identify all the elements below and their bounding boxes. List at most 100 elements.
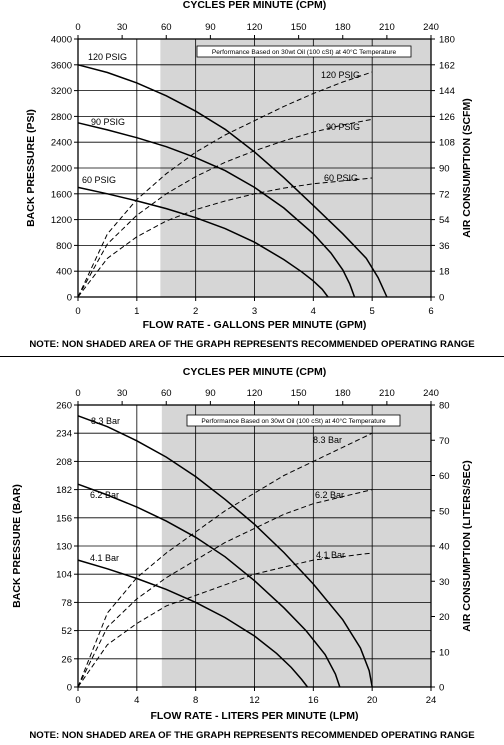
x-tick-label: 4 — [134, 695, 139, 706]
y-tick-label: 78 — [61, 598, 72, 609]
top-axis-title: CYCLES PER MINUTE (CPM) — [183, 0, 327, 11]
y2-tick-label: 60 — [439, 471, 450, 482]
y2-tick-label: 90 — [439, 164, 450, 175]
air-series-label: 120 PSIG — [321, 70, 360, 80]
air-series-label: 6.2 Bar — [315, 490, 344, 500]
top-tick-label: 30 — [117, 22, 128, 33]
pressure-series-label: 90 PSIG — [91, 117, 125, 127]
top-tick-label: 90 — [205, 22, 216, 33]
y2-tick-label: 144 — [439, 86, 455, 97]
annotation-box — [186, 414, 401, 427]
y2-axis-title: AIR CONSUMPTION (LITERS/SEC) — [461, 460, 473, 632]
x-tick-label: 1 — [134, 306, 139, 317]
y2-tick-label: 72 — [439, 189, 450, 200]
pressure-series-label: 6.2 Bar — [90, 490, 119, 500]
annotation-text: Performance Based on 30wt Oil (100 cSt) … — [212, 48, 397, 56]
top-tick-label: 120 — [247, 388, 263, 399]
x-tick-label: 20 — [367, 695, 378, 706]
y-tick-label: 1600 — [51, 189, 72, 200]
top-tick-label: 210 — [379, 22, 395, 33]
top-tick-label: 60 — [161, 22, 172, 33]
annotation-text: Performance Based on 30wt Oil (100 cSt) … — [201, 417, 386, 425]
plot-frame — [77, 38, 432, 298]
y2-tick-label: 20 — [439, 612, 450, 623]
operating-range-note: NOTE: NON SHADED AREA OF THE GRAPH REPRE… — [29, 339, 475, 350]
pressure-series-label: 60 PSIG — [82, 175, 116, 185]
x-tick-label: 0 — [75, 306, 80, 317]
top-tick-label: 210 — [379, 388, 395, 399]
y2-tick-label: 108 — [439, 138, 455, 149]
y2-tick-label: 18 — [439, 267, 450, 278]
y-tick-label: 2400 — [51, 138, 72, 149]
plot-frame — [77, 404, 432, 688]
y-tick-label: 156 — [56, 513, 72, 524]
top-tick-label: 120 — [247, 22, 263, 33]
pressure-series-label: 8.3 Bar — [91, 416, 120, 426]
x-tick-label: 0 — [75, 695, 80, 706]
air-series-label: 60 PSIG — [324, 173, 358, 183]
back-pressure-curve — [77, 559, 309, 688]
air-consumption-curve — [77, 177, 373, 298]
back-pressure-curve — [77, 122, 356, 298]
y2-tick-label: 80 — [439, 401, 450, 412]
y-tick-label: 1200 — [51, 215, 72, 226]
y-tick-label: 260 — [56, 401, 72, 412]
top-tick-label: 30 — [117, 388, 128, 399]
y-tick-label: 800 — [56, 241, 72, 252]
back-pressure-curve — [77, 64, 388, 298]
x-tick-label: 6 — [428, 306, 433, 317]
back-pressure-curve — [77, 483, 341, 688]
y-tick-label: 2000 — [51, 164, 72, 175]
top-tick-label: 0 — [75, 388, 80, 399]
y2-axis-title: AIR CONSUMPTION (SCFM) — [461, 98, 473, 237]
y-tick-label: 3600 — [51, 60, 72, 71]
air-series-label: 8.3 Bar — [313, 435, 342, 445]
x-axis-title: FLOW RATE - LITERS PER MINUTE (LPM) — [150, 710, 358, 722]
x-tick-label: 2 — [193, 306, 198, 317]
top-tick-label: 240 — [423, 22, 439, 33]
y-tick-label: 0 — [67, 683, 72, 694]
x-tick-label: 24 — [426, 695, 437, 706]
y-axis-title: BACK PRESSURE (BAR) — [11, 484, 23, 608]
air-series-label: 90 PSIG — [326, 122, 360, 132]
y2-tick-label: 50 — [439, 506, 450, 517]
y2-tick-label: 40 — [439, 542, 450, 553]
top-tick-label: 180 — [335, 22, 351, 33]
x-tick-label: 16 — [308, 695, 319, 706]
y2-tick-label: 162 — [439, 60, 455, 71]
pressure-series-label: 4.1 Bar — [90, 553, 119, 563]
air-series-label: 4.1 Bar — [316, 550, 345, 560]
y2-tick-label: 36 — [439, 241, 450, 252]
top-tick-label: 60 — [161, 388, 172, 399]
back-pressure-curve — [77, 415, 373, 688]
y2-tick-label: 0 — [439, 683, 444, 694]
y-tick-label: 4000 — [51, 35, 72, 46]
operating-range-note: NOTE: NON SHADED AREA OF THE GRAPH REPRE… — [29, 730, 475, 741]
x-tick-label: 5 — [370, 306, 375, 317]
air-consumption-curve — [77, 71, 373, 298]
y-tick-label: 3200 — [51, 86, 72, 97]
air-consumption-curve — [77, 118, 373, 298]
air-consumption-curve — [77, 489, 373, 688]
y-tick-label: 130 — [56, 542, 72, 553]
y-tick-label: 2800 — [51, 112, 72, 123]
top-tick-label: 0 — [75, 22, 80, 33]
top-axis-title: CYCLES PER MINUTE (CPM) — [183, 366, 327, 378]
y-tick-label: 208 — [56, 457, 72, 468]
top-tick-label: 240 — [423, 388, 439, 399]
y2-tick-label: 30 — [439, 577, 450, 588]
y-tick-label: 26 — [61, 654, 72, 665]
top-tick-label: 90 — [205, 388, 216, 399]
x-tick-label: 8 — [193, 695, 198, 706]
y2-tick-label: 10 — [439, 647, 450, 658]
x-tick-label: 12 — [249, 695, 260, 706]
x-axis-title: FLOW RATE - GALLONS PER MINUTE (GPM) — [143, 319, 367, 331]
pressure-series-label: 120 PSIG — [88, 52, 127, 62]
air-consumption-curve — [77, 552, 373, 688]
air-consumption-curve — [77, 432, 373, 688]
y-axis-title: BACK PRESSURE (PSI) — [25, 109, 37, 227]
top-tick-label: 150 — [291, 22, 307, 33]
y-tick-label: 182 — [56, 485, 72, 496]
x-tick-label: 4 — [311, 306, 316, 317]
